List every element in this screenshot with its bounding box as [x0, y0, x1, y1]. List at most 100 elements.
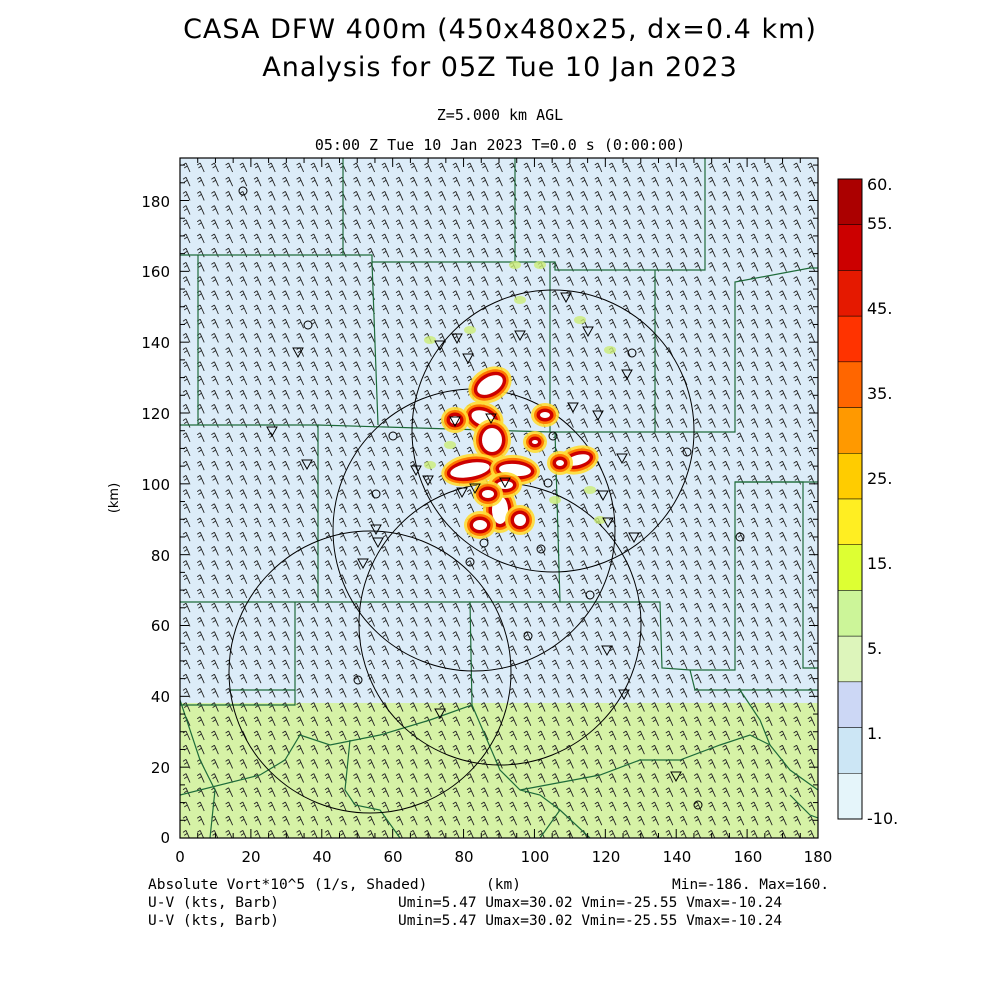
wind-barb: [395, 276, 404, 286]
wind-barb: [580, 517, 589, 528]
wind-barb: [452, 176, 461, 187]
wind-barb: [665, 617, 674, 627]
wind-barb: [353, 617, 361, 627]
wind-barb: [622, 205, 631, 215]
wind-barb: [338, 347, 347, 357]
wind-barb: [409, 489, 418, 499]
wind-barb: [239, 517, 248, 528]
wind-barb: [665, 389, 674, 400]
wind-barb: [296, 716, 305, 726]
wind-barb: [509, 602, 518, 613]
wind-barb: [779, 631, 787, 641]
wind-barb: [551, 247, 560, 258]
wind-barb: [750, 702, 759, 712]
wind-barb: [523, 730, 532, 741]
wind-barb: [708, 659, 716, 670]
wind-barb: [253, 304, 262, 315]
wind-barb: [523, 688, 532, 698]
wind-barb: [537, 233, 546, 244]
wind-barb: [239, 176, 248, 187]
wind-barb: [211, 432, 219, 442]
wind-barb: [566, 531, 574, 542]
wind-barb: [622, 247, 631, 258]
wind-barb: [566, 574, 574, 584]
wind-barb: [637, 659, 645, 670]
vort-blob-core: [540, 412, 550, 418]
wind-barb: [679, 176, 688, 187]
wind-barb: [779, 602, 787, 613]
wind-barb: [679, 730, 688, 741]
wind-barb: [353, 162, 361, 173]
wind-barb: [310, 730, 319, 741]
wind-barb: [693, 333, 702, 343]
wind-barb: [693, 489, 702, 499]
wind-barb: [608, 460, 617, 471]
wind-barb: [608, 659, 617, 670]
wind-barb: [182, 574, 191, 584]
wind-barb: [452, 688, 461, 698]
wind-barb: [225, 602, 234, 613]
wind-barb: [566, 389, 574, 400]
wind-barb: [693, 219, 702, 229]
wind-barb: [764, 645, 773, 655]
wind-barb: [523, 588, 532, 599]
wind-barb: [679, 347, 688, 357]
wind-barb: [566, 318, 574, 329]
wind-barb: [793, 276, 802, 286]
wind-barb: [608, 361, 617, 371]
wind-barb: [253, 531, 262, 542]
wind-barb: [438, 631, 447, 641]
wind-barb: [438, 560, 447, 570]
wind-barb: [750, 304, 759, 315]
wind-barb: [679, 560, 688, 570]
wind-barb: [807, 702, 816, 712]
wind-barb: [253, 716, 262, 726]
wind-barb: [622, 503, 631, 513]
wind-barb: [395, 489, 404, 499]
wind-barb: [608, 247, 617, 258]
wind-barb: [381, 176, 390, 187]
wind-barb: [580, 659, 589, 670]
wind-barb: [551, 318, 560, 329]
wind-barb: [807, 432, 816, 442]
wind-barb: [196, 460, 205, 471]
wind-barb: [324, 560, 333, 570]
wind-barb: [722, 659, 731, 670]
wind-barb: [608, 574, 617, 584]
wind-barb: [651, 247, 660, 258]
wind-barb: [807, 617, 816, 627]
wind-barb: [438, 191, 447, 201]
wind-barb: [736, 333, 745, 343]
wind-barb: [750, 389, 759, 400]
wind-barb: [807, 361, 816, 371]
wind-barb: [267, 162, 276, 173]
wind-barb: [353, 531, 361, 542]
wind-barb: [665, 247, 674, 258]
wind-barb: [324, 162, 333, 173]
wind-barb: [764, 162, 773, 173]
wind-barb: [622, 418, 631, 428]
wind-barb: [750, 361, 759, 371]
wind-barb: [253, 475, 262, 485]
wind-barb: [310, 673, 319, 684]
wind-barb: [466, 276, 475, 286]
wind-barb: [736, 631, 745, 641]
wind-barb: [722, 446, 731, 457]
wind-barb: [509, 318, 518, 329]
wind-barb: [296, 631, 305, 641]
wind-barb: [551, 333, 560, 343]
wind-barb: [267, 318, 276, 329]
wind-barb: [409, 219, 418, 229]
wind-barb: [750, 588, 759, 599]
wind-barb: [622, 404, 631, 414]
wind-barb: [736, 546, 745, 556]
wind-barb: [381, 318, 390, 329]
wind-barb: [310, 631, 319, 641]
wind-barb: [239, 716, 248, 726]
wind-barb: [282, 233, 290, 244]
wind-barb: [310, 347, 319, 357]
wind-barb: [282, 475, 290, 485]
wind-barb: [409, 617, 418, 627]
wind-barb: [338, 333, 347, 343]
wind-barb: [537, 176, 546, 187]
